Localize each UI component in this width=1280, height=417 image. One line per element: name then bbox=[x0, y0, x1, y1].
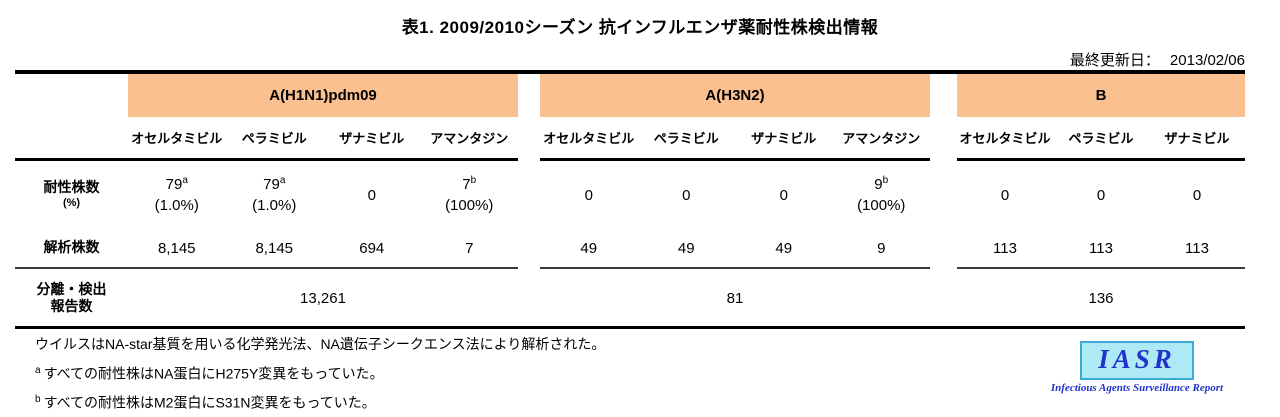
resistant-count-cell: 0 bbox=[1192, 186, 1202, 204]
resistant-count-cell: 0 bbox=[584, 186, 593, 204]
table-bottom-rule bbox=[15, 326, 1245, 329]
group-gap bbox=[930, 74, 957, 117]
group-header-h3n2: A(H3N2) bbox=[540, 74, 930, 117]
rule-segment bbox=[15, 158, 518, 161]
drug-header-row: オセルタミビル ペラミビル ザナミビル アマンタジン オセルタミビル ペラミビル… bbox=[15, 117, 1245, 158]
resistant-count-cell: 79a (1.0%) bbox=[154, 175, 199, 214]
analyzed-count-cell: 9 bbox=[877, 239, 886, 257]
resistance-table: A(H1N1)pdm09 A(H3N2) B オセルタミビル ペラミビル ザナミ… bbox=[15, 70, 1245, 329]
analyzed-count-cell: 694 bbox=[359, 239, 385, 257]
group-header-b: B bbox=[957, 74, 1245, 117]
drug-header: アマンタジン bbox=[430, 131, 509, 146]
resistant-count-cell: 9b (100%) bbox=[857, 175, 906, 214]
table-top-rule bbox=[15, 70, 1245, 74]
resistant-count-cell: 0 bbox=[682, 186, 691, 204]
iasr-logo-caption: Infectious Agents Surveillance Report bbox=[1050, 382, 1224, 394]
drug-header: ペラミビル bbox=[241, 131, 307, 146]
analyzed-row-label: 解析株数 bbox=[43, 239, 100, 256]
analyzed-count-cell: 113 bbox=[1185, 239, 1209, 257]
drug-header: ペラミビル bbox=[1068, 131, 1134, 146]
drug-header: ペラミビル bbox=[653, 131, 719, 146]
mid-rule bbox=[15, 267, 1245, 270]
iasr-logo-box: IASR bbox=[1080, 341, 1194, 380]
resistant-count-cell: 0 bbox=[367, 186, 376, 204]
drug-header: オセルタミビル bbox=[959, 131, 1051, 146]
row-label-spacer bbox=[15, 74, 128, 117]
iasr-logo-text: IASR bbox=[1098, 344, 1176, 374]
analyzed-count-cell: 7 bbox=[465, 239, 474, 257]
header-rule bbox=[15, 158, 1245, 161]
resistant-count-cell: 0 bbox=[1000, 186, 1010, 204]
last-updated-value: 2013/02/06 bbox=[1169, 52, 1245, 69]
analyzed-count-cell: 113 bbox=[993, 239, 1017, 257]
reported-row-label: 分離・検出 報告数 bbox=[36, 280, 107, 315]
resistant-count-cell: 0 bbox=[1096, 186, 1106, 204]
group-header-row: A(H1N1)pdm09 A(H3N2) B bbox=[15, 74, 1245, 117]
last-updated-label: 最終更新日： bbox=[1069, 52, 1160, 69]
footnotes: ウイルスはNA-star基質を用いる化学発光法、NA遺伝子シークエンス法により解… bbox=[35, 335, 605, 417]
drug-header: ザナミビル bbox=[339, 131, 405, 146]
footnote-b: b すべての耐性株はM2蛋白にS31N変異をもっていた。 bbox=[35, 393, 376, 411]
rule-segment bbox=[540, 267, 930, 269]
footnote-a: a すべての耐性株はNA蛋白にH275Y変異をもっていた。 bbox=[35, 364, 384, 382]
resistant-count-cell: 0 bbox=[779, 186, 788, 204]
drug-header: ザナミビル bbox=[1164, 131, 1230, 146]
reported-count-cell: 136 bbox=[1088, 289, 1114, 307]
analyzed-count-cell: 49 bbox=[677, 239, 695, 257]
reported-count-cell: 81 bbox=[726, 289, 744, 307]
drug-header: ザナミビル bbox=[751, 131, 817, 146]
group-gap bbox=[518, 74, 540, 117]
drug-header: アマンタジン bbox=[842, 131, 921, 146]
resistant-count-cell: 79a (1.0%) bbox=[252, 175, 297, 214]
rule-segment bbox=[957, 158, 1245, 161]
resistant-row-label: 耐性株数 (%) bbox=[43, 179, 100, 209]
group-header-h1n1pdm09: A(H1N1)pdm09 bbox=[128, 74, 518, 117]
analyzed-count-cell: 8,145 bbox=[157, 239, 196, 257]
reported-count-cell: 13,261 bbox=[300, 289, 346, 307]
drug-header: オセルタミビル bbox=[543, 131, 635, 146]
analyzed-count-cell: 8,145 bbox=[255, 239, 294, 257]
analyzed-count-cell: 49 bbox=[580, 239, 598, 257]
last-updated: 最終更新日： 2013/02/06 bbox=[1070, 49, 1245, 70]
resistant-count-cell: 7b (100%) bbox=[445, 175, 494, 214]
rule-segment bbox=[957, 267, 1245, 269]
drug-header: オセルタミビル bbox=[131, 131, 223, 146]
rule-segment bbox=[15, 267, 518, 269]
rule-segment bbox=[540, 158, 930, 161]
analyzed-count-cell: 49 bbox=[775, 239, 793, 257]
footnote-method: ウイルスはNA-star基質を用いる化学発光法、NA遺伝子シークエンス法により解… bbox=[35, 336, 606, 352]
resistant-row: 耐性株数 (%) 79a (1.0%) 79a (1.0%) 0 7b (100%) … bbox=[15, 161, 1245, 229]
analyzed-row: 解析株数 8,145 8,145 694 7 49 49 49 9 113 11… bbox=[15, 229, 1245, 267]
page-title: 表1. 2009/2010シーズン 抗インフルエンザ薬耐性株検出情報 bbox=[401, 18, 879, 37]
analyzed-count-cell: 113 bbox=[1089, 239, 1113, 257]
iasr-logo: IASR Infectious Agents Surveillance Repo… bbox=[1041, 341, 1233, 394]
reported-row: 分離・検出 報告数 13,261 81 136 bbox=[15, 270, 1245, 326]
